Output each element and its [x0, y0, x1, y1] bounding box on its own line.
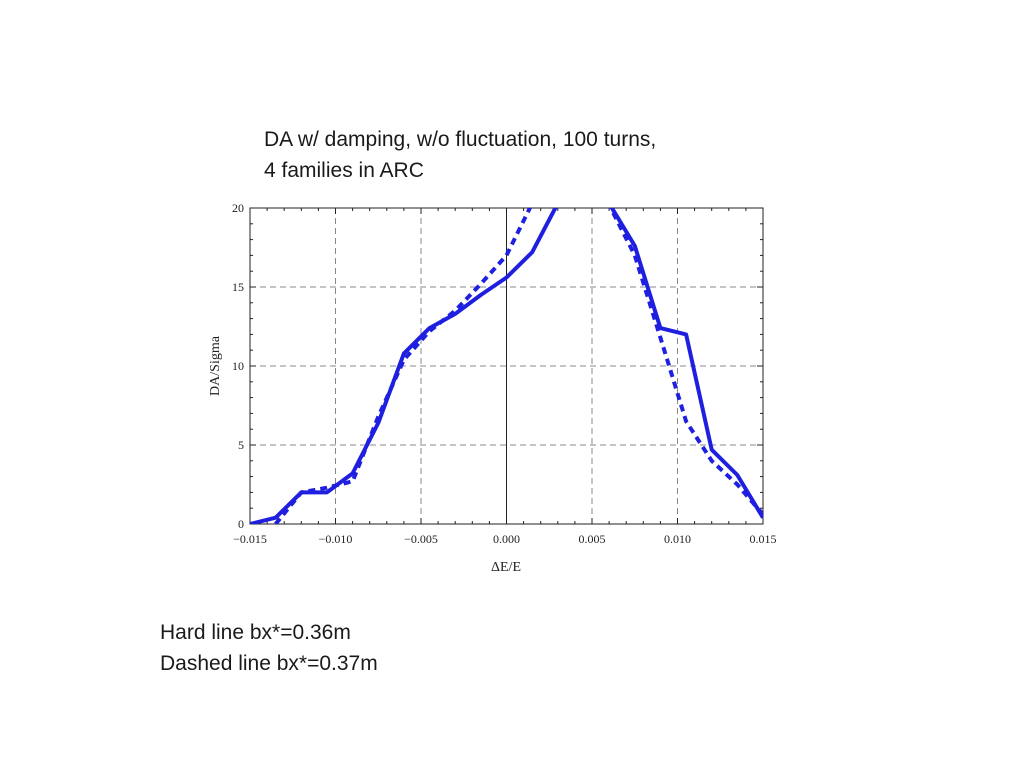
y-axis-label: DA/Sigma — [208, 335, 223, 396]
dashed-series-line — [274, 208, 763, 524]
x-tick-label: 0.015 — [750, 532, 777, 546]
x-tick-label: 0.005 — [579, 532, 606, 546]
series-lines — [250, 208, 763, 524]
y-tick-label: 5 — [238, 438, 244, 452]
x-axis-label: ΔE/E — [491, 560, 521, 575]
dashed-line-note: Dashed line bx*=0.37m — [160, 652, 378, 675]
axes — [249, 207, 764, 525]
hard-line-note: Hard line bx*=0.36m — [160, 621, 351, 644]
x-tick-label: −0.005 — [404, 532, 438, 546]
y-tick-label: 10 — [232, 359, 244, 373]
y-tick-label: 15 — [232, 280, 244, 294]
x-tick-label: −0.015 — [233, 532, 267, 546]
slide-title: DA w/ damping, w/o fluctuation, 100 turn… — [264, 124, 656, 186]
x-tick-label: −0.010 — [319, 532, 353, 546]
slide-title-line-2: 4 families in ARC — [264, 159, 424, 182]
grid-lines — [250, 208, 763, 524]
legend-notes: Hard line bx*=0.36m Dashed line bx*=0.37… — [160, 617, 378, 679]
tick-labels: −0.015 −0.010 −0.005 0.000 0.005 0.010 0.015 0 5… — [232, 201, 777, 546]
x-tick-label: 0.000 — [493, 532, 520, 546]
y-tick-label: 20 — [232, 201, 244, 215]
y-tick-label: 0 — [238, 517, 244, 531]
slide-title-line-1: DA w/ damping, w/o fluctuation, 100 turn… — [264, 128, 657, 151]
x-tick-label: 0.010 — [664, 532, 691, 546]
